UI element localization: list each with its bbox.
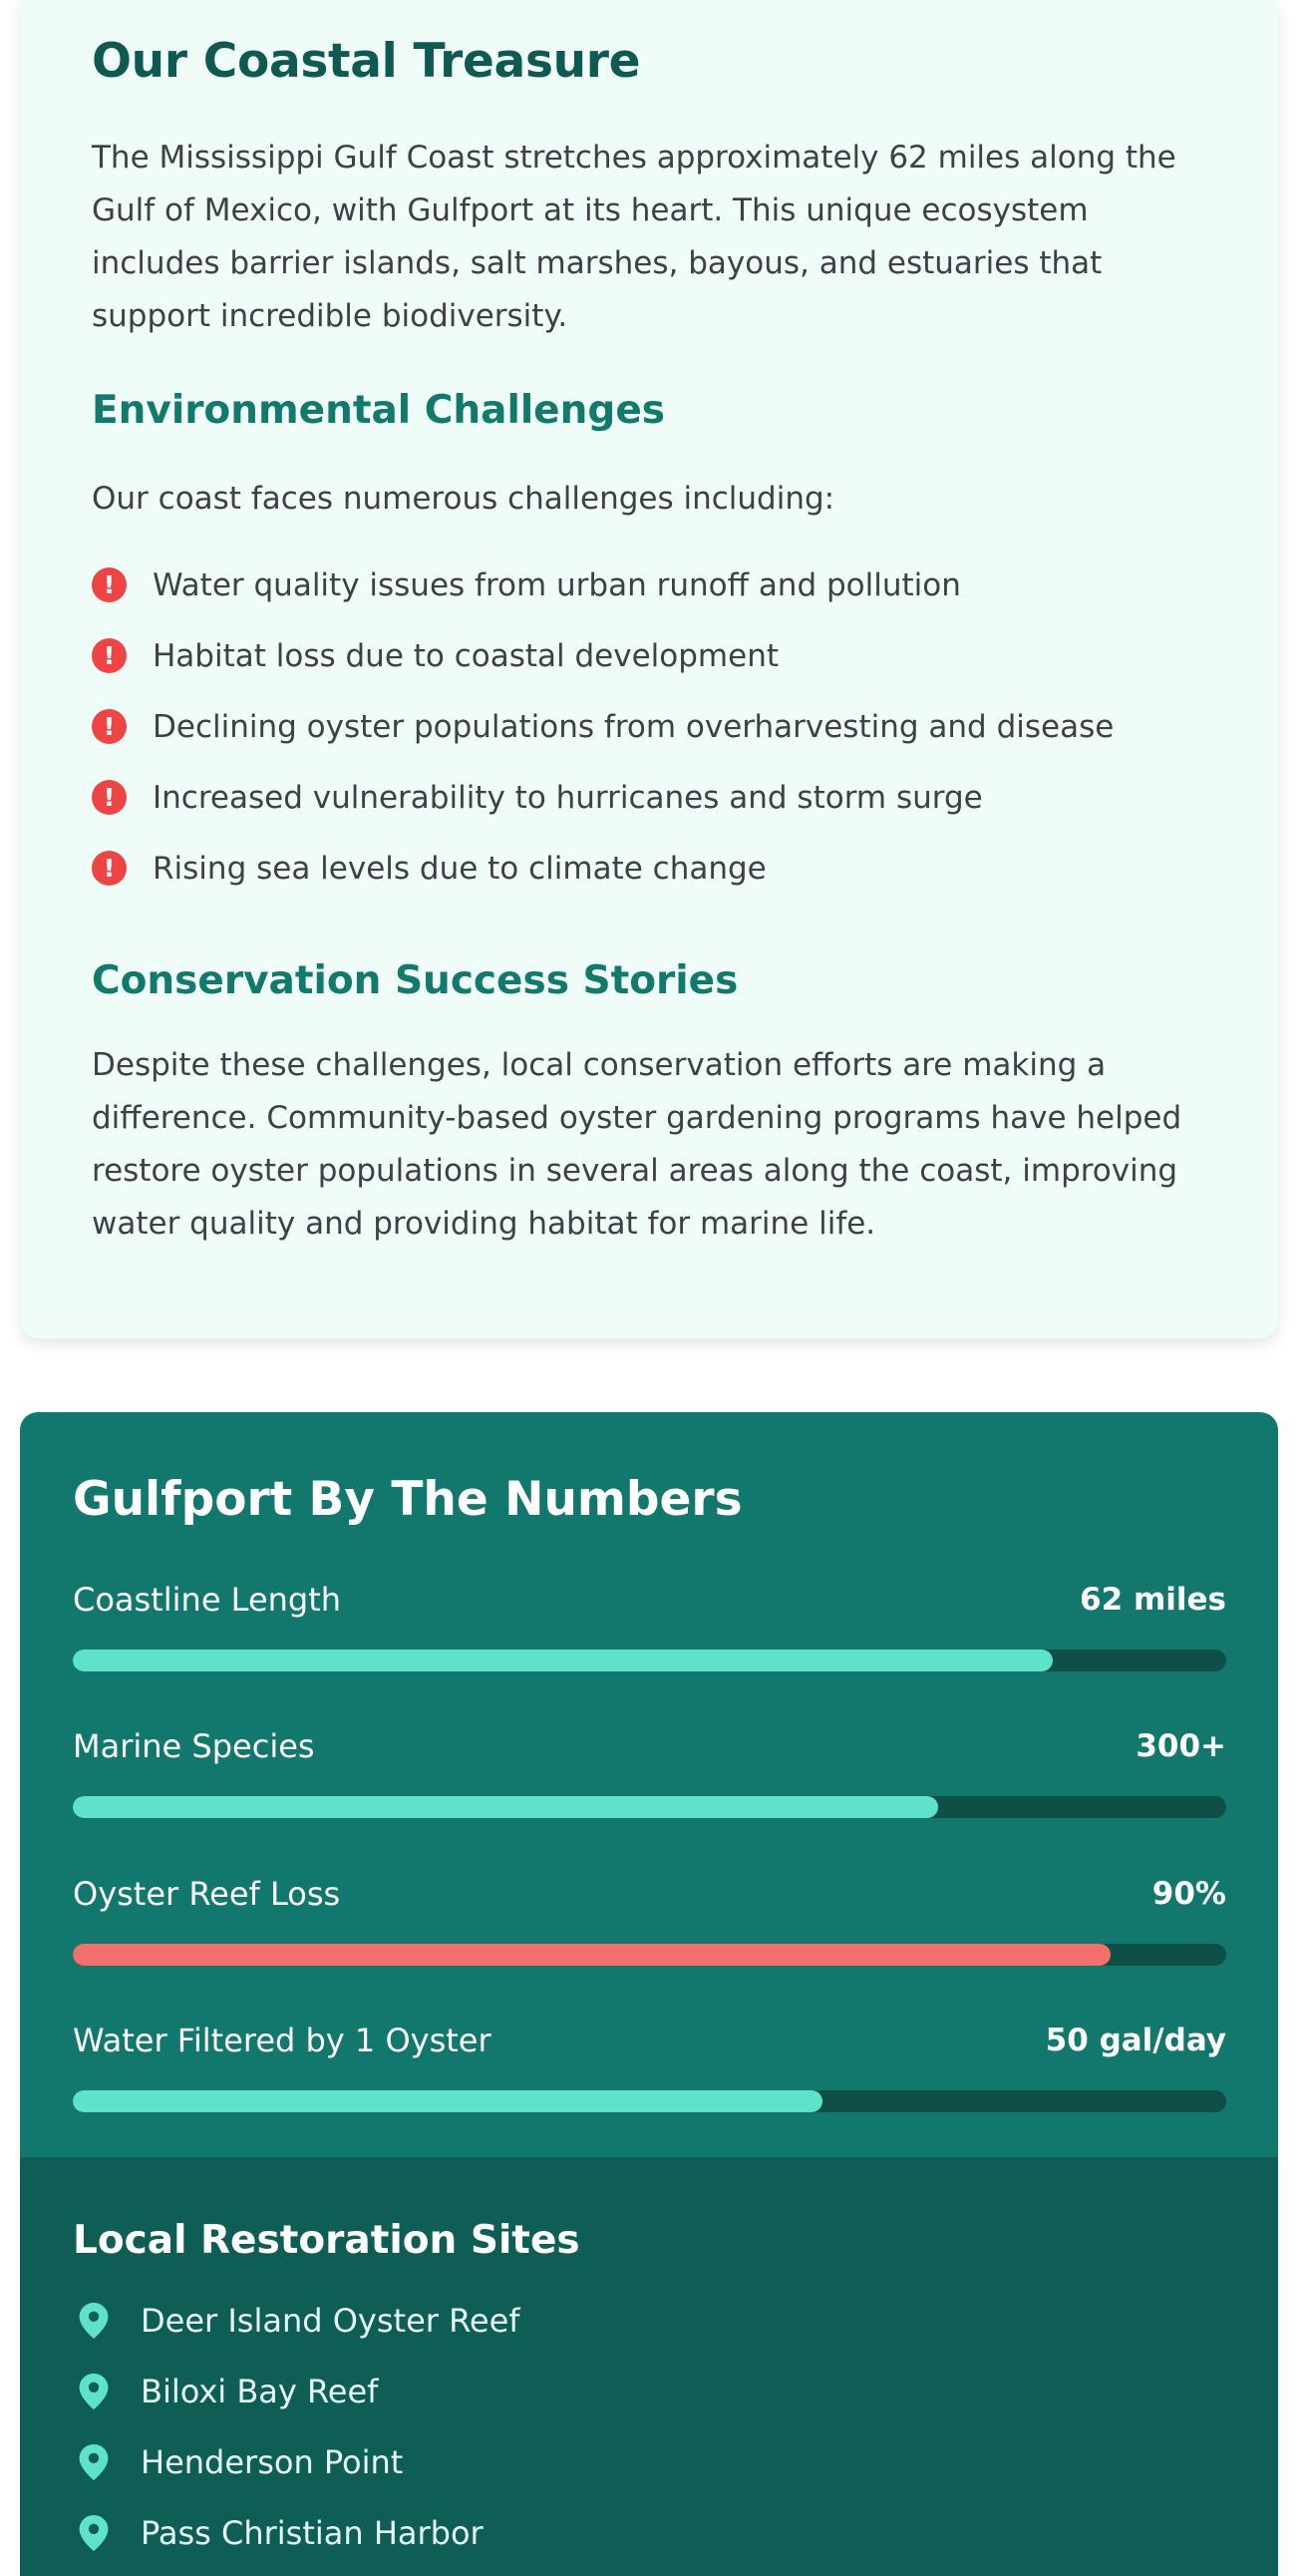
stat-value: 62 miles (1080, 1582, 1226, 1618)
stat-label: Water Filtered by 1 Oyster (73, 2022, 491, 2059)
numbers-card: Gulfport By The Numbers Coastline Length… (20, 1412, 1278, 2576)
success-stories-text: Despite these challenges, local conserva… (92, 1047, 1182, 1242)
site-item: Henderson Point (73, 2426, 1278, 2497)
map-pin-icon (79, 2373, 109, 2409)
site-item: Deer Island Oyster Reef (73, 2285, 1278, 2356)
challenge-text: Water quality issues from urban runoff a… (153, 566, 961, 603)
stat-bar-track (73, 1650, 1226, 1671)
stat-value: 50 gal/day (1045, 2023, 1226, 2058)
stat-bar-fill (73, 1796, 938, 1818)
site-name: Biloxi Bay Reef (141, 2372, 379, 2410)
challenge-item: ! Declining oyster populations from over… (92, 691, 1278, 762)
stat-label: Marine Species (73, 1727, 315, 1765)
challenge-item: ! Increased vulnerability to hurricanes … (92, 762, 1278, 833)
site-item: Biloxi Bay Reef (73, 2356, 1278, 2426)
stat-marine-species: Marine Species 300+ (73, 1724, 1226, 1818)
restoration-sites-list: Deer Island Oyster Reef Biloxi Bay Reef … (73, 2285, 1278, 2568)
stat-bar-track (73, 2090, 1226, 2112)
restoration-sites-section: Local Restoration Sites Deer Island Oyst… (20, 2157, 1278, 2576)
map-pin-icon (79, 2514, 109, 2551)
coastal-treasure-title: Our Coastal Treasure (92, 34, 641, 89)
stat-bar-fill (73, 1650, 1054, 1671)
challenge-text: Declining oyster populations from overha… (153, 708, 1115, 745)
stat-bar-track (73, 1796, 1226, 1818)
stat-bar-fill (73, 1944, 1112, 1966)
alert-circle-icon: ! (92, 780, 127, 815)
site-name: Deer Island Oyster Reef (141, 2301, 520, 2340)
challenges-lead-text: Our coast faces numerous challenges incl… (92, 481, 835, 517)
map-pin-icon (79, 2302, 109, 2339)
restoration-sites-title: Local Restoration Sites (73, 2218, 580, 2263)
challenge-item: ! Rising sea levels due to climate chang… (92, 833, 1278, 904)
challenge-text: Rising sea levels due to climate change (153, 850, 767, 887)
stat-label: Coastline Length (73, 1581, 342, 1619)
alert-circle-icon: ! (92, 638, 127, 673)
challenge-item: ! Habitat loss due to coastal developmen… (92, 620, 1278, 691)
stat-bar-fill (73, 2090, 823, 2112)
stat-value: 90% (1151, 1876, 1226, 1912)
alert-circle-icon: ! (92, 851, 127, 886)
stat-water-filtered: Water Filtered by 1 Oyster 50 gal/day (73, 2019, 1226, 2112)
map-pin-icon (79, 2443, 109, 2480)
coastal-treasure-card: Our Coastal Treasure The Mississippi Gul… (20, 0, 1278, 1338)
challenge-text: Habitat loss due to coastal development (153, 637, 779, 674)
stat-oyster-reef-loss: Oyster Reef Loss 90% (73, 1872, 1226, 1966)
alert-circle-icon: ! (92, 567, 127, 602)
alert-circle-icon: ! (92, 709, 127, 744)
stat-coastline-length: Coastline Length 62 miles (73, 1578, 1226, 1671)
stat-label: Oyster Reef Loss (73, 1875, 341, 1913)
stat-value: 300+ (1136, 1728, 1226, 1764)
stat-bar-track (73, 1944, 1226, 1966)
site-item: Pass Christian Harbor (73, 2497, 1278, 2568)
challenge-item: ! Water quality issues from urban runoff… (92, 550, 1278, 620)
numbers-title: Gulfport By The Numbers (73, 1472, 743, 1527)
site-name: Henderson Point (141, 2442, 404, 2481)
challenges-list: ! Water quality issues from urban runoff… (92, 550, 1278, 904)
challenges-title: Environmental Challenges (92, 388, 665, 433)
success-stories-title: Conservation Success Stories (92, 958, 739, 1003)
site-name: Pass Christian Harbor (141, 2513, 484, 2552)
challenge-text: Increased vulnerability to hurricanes an… (153, 779, 983, 816)
coastal-intro-text: The Mississippi Gulf Coast stretches app… (92, 140, 1176, 334)
